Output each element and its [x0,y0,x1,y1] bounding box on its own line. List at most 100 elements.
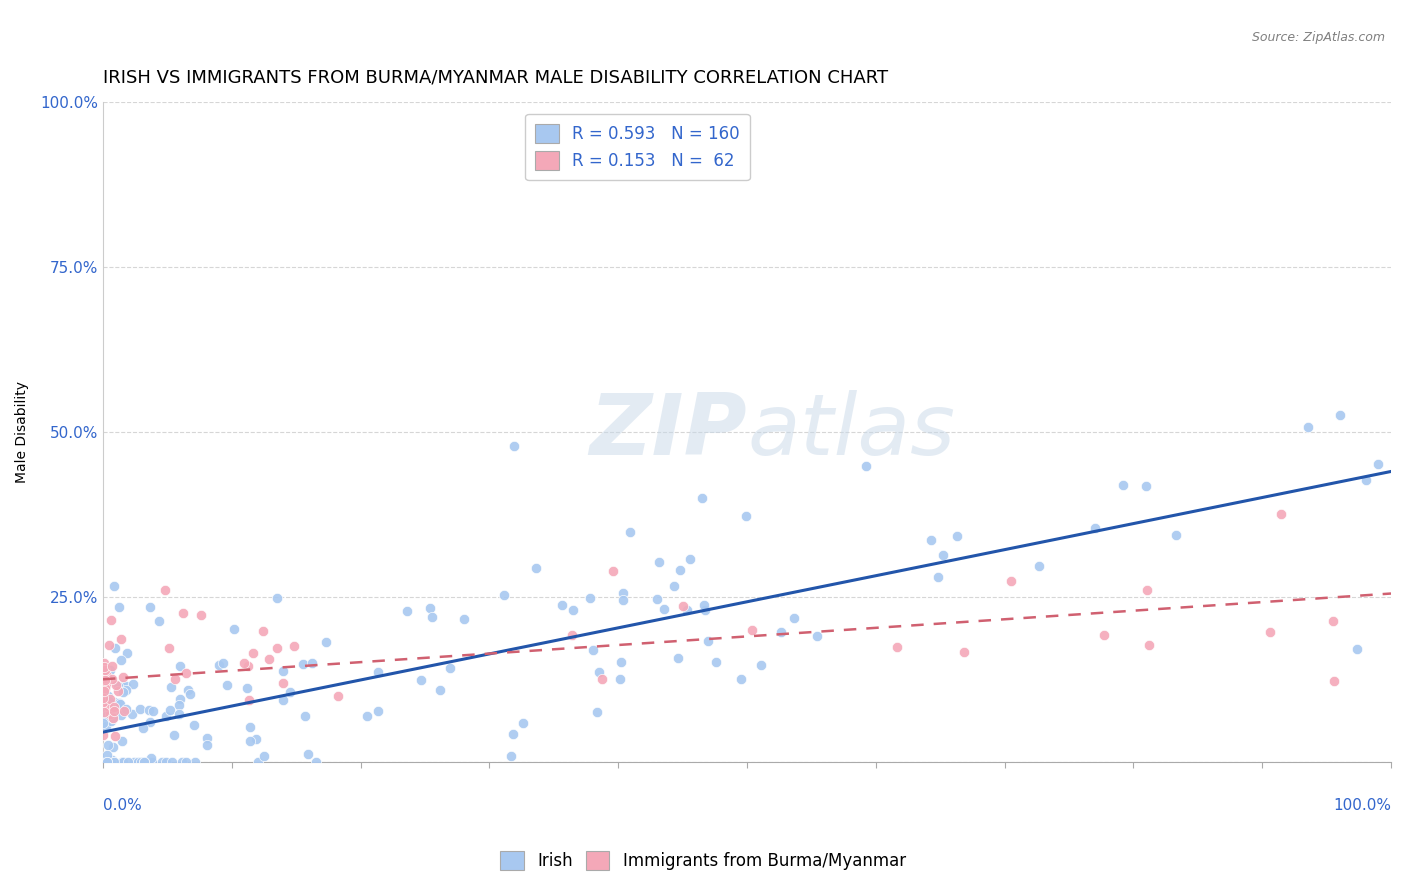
Point [93,660,115,674]
Point [502,727,524,741]
Point [612,586,634,600]
Point [524,561,547,575]
Point [453,612,475,626]
Point [224,622,246,636]
Point [98,694,121,708]
Point [110,707,132,722]
Point [94,673,117,687]
Point [108,696,131,710]
Text: 0.0%: 0.0% [103,798,142,814]
Point [129,755,152,769]
Point [672,599,695,614]
Point [141,755,163,769]
Point [103,711,125,725]
Point [645,591,668,606]
Point [163,672,186,686]
Point [98,638,121,652]
Point [664,579,686,593]
Point [236,681,259,696]
Point [111,734,134,748]
Legend: Irish, Immigrants from Burma/Myanmar: Irish, Immigrants from Burma/Myanmar [494,844,912,877]
Point [578,591,600,605]
Point [159,703,181,717]
Text: Source: ZipAtlas.com: Source: ZipAtlas.com [1251,31,1385,45]
Point [1092,628,1115,642]
Point [148,614,170,628]
Point [115,701,138,715]
Point [121,677,143,691]
Point [741,623,763,637]
Point [283,639,305,653]
Point [138,702,160,716]
Point [94,673,117,688]
Point [101,659,124,673]
Point [97,690,120,704]
Point [273,664,295,678]
Point [103,579,125,593]
Point [183,718,205,732]
Point [139,714,162,729]
Point [1028,558,1050,573]
Point [271,676,294,690]
Point [96,709,118,723]
Point [208,657,231,672]
Point [1367,457,1389,471]
Point [367,665,389,679]
Point [1137,638,1160,652]
Point [586,705,609,719]
Point [127,755,149,769]
Point [499,749,522,764]
Point [91,663,114,677]
Point [91,728,114,742]
Point [108,697,131,711]
Point [356,709,378,723]
Point [1164,528,1187,542]
Point [103,755,125,769]
Point [96,669,118,683]
Point [184,755,207,769]
Point [494,588,516,602]
Point [114,682,136,697]
Point [141,751,163,765]
Point [396,604,419,618]
Point [94,678,117,692]
Point [690,491,713,505]
Point [111,678,134,692]
Point [239,721,262,735]
Point [749,657,772,672]
Point [110,652,132,666]
Point [110,632,132,647]
Point [886,640,908,655]
Point [271,692,294,706]
Point [121,707,143,722]
Point [129,755,152,769]
Point [141,704,163,718]
Point [93,690,115,705]
Point [103,755,125,769]
Point [1136,583,1159,598]
Point [561,627,583,641]
Point [696,634,718,648]
Point [94,719,117,733]
Point [301,656,323,670]
Point [1135,479,1157,493]
Text: 100.0%: 100.0% [1333,798,1391,814]
Point [783,611,806,625]
Point [167,698,190,713]
Point [1346,642,1368,657]
Point [129,702,152,716]
Point [609,673,631,687]
Point [169,691,191,706]
Point [111,670,134,684]
Point [174,666,197,681]
Point [953,645,976,659]
Point [609,655,631,669]
Point [252,624,274,638]
Point [124,755,146,769]
Point [94,691,117,706]
Point [551,598,574,612]
Point [669,563,692,577]
Point [108,599,131,614]
Point [93,656,115,670]
Point [212,656,235,670]
